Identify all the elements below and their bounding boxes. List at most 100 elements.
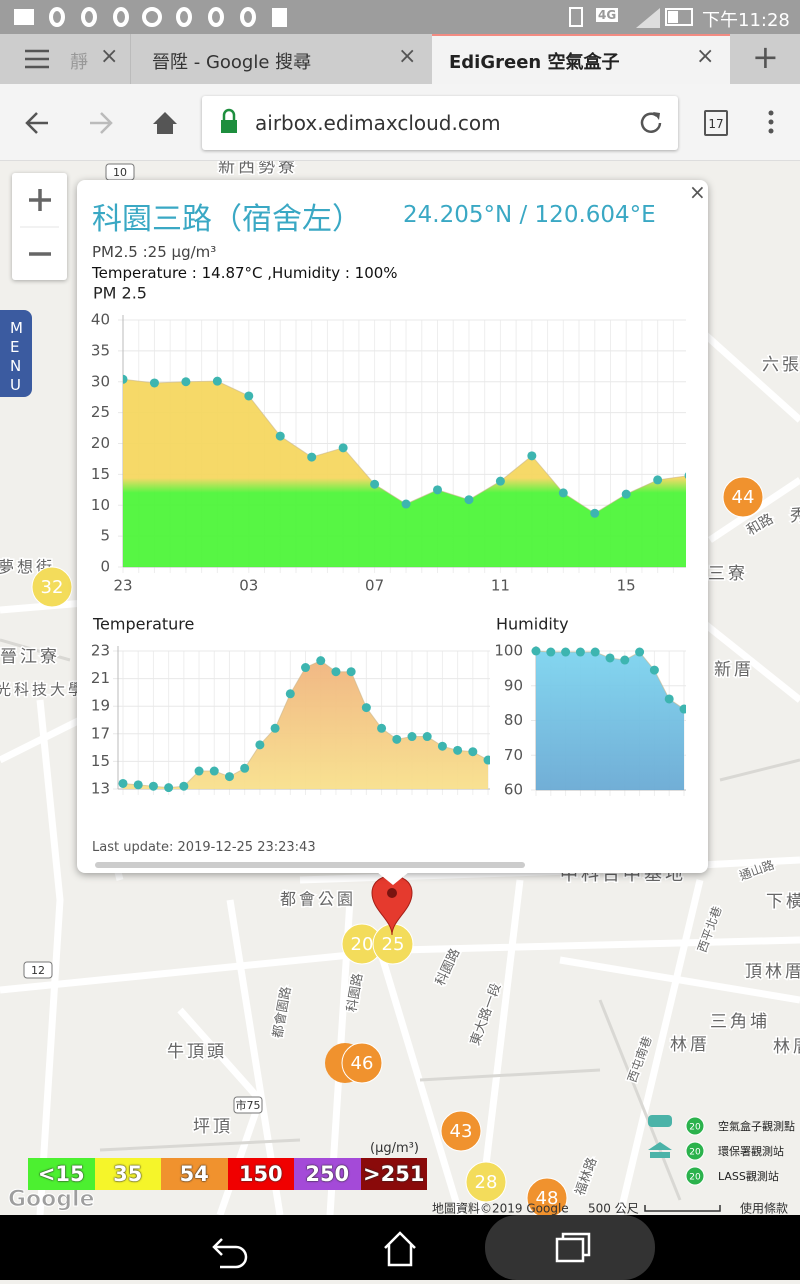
tab-count[interactable]: 17: [704, 110, 728, 136]
station-marker[interactable]: [440, 1110, 482, 1152]
map-label: 牛頂頭: [167, 1042, 227, 1062]
vibrate-icon: [569, 7, 583, 27]
marker-value: 43: [450, 1121, 473, 1142]
station-legend-label: 環保署觀測站: [718, 1144, 784, 1158]
tab-bar: 靜 × 晉陞 - Google 搜尋 × EdiGreen 空氣盒子 × +: [0, 34, 800, 84]
tab-menu-icon[interactable]: [0, 34, 60, 84]
station-marker[interactable]: [31, 566, 73, 608]
station-marker[interactable]: [465, 1161, 507, 1203]
road-badge: [233, 1096, 263, 1114]
tab-close[interactable]: ×: [696, 44, 715, 69]
map-label: 林厝: [773, 1037, 800, 1057]
road-badge-label: 10: [113, 166, 127, 179]
nav-buttons: [25, 112, 177, 134]
tab-title[interactable]: 晉陞 - Google 搜尋: [152, 52, 312, 73]
status-icons: [14, 7, 693, 28]
close-button[interactable]: ×: [689, 180, 706, 204]
tab-divider: [130, 34, 131, 84]
station-marker[interactable]: [341, 1042, 383, 1084]
info-window: 科園三路（宿舍左） 24.205°N / 120.604°E × PM2.5 :…: [77, 180, 708, 873]
scrollbar: [95, 862, 525, 868]
notify-icons: [49, 7, 256, 27]
map-label: 頂林厝: [745, 962, 800, 982]
battery-level: [668, 11, 678, 23]
map-footer: Google: [8, 1187, 95, 1212]
map-label: 都會公園: [280, 890, 356, 909]
aqi-legend: <15 35 54 150 250 >251: [28, 1158, 427, 1190]
road-badge-label: 12: [31, 964, 45, 977]
station-icon: [685, 1116, 705, 1136]
road-badge: [23, 961, 53, 979]
navigation-bar: [0, 1215, 800, 1280]
marker-value: 28: [475, 1172, 498, 1193]
station-legend-label: LASS觀測站: [718, 1169, 779, 1183]
station-icon: [685, 1141, 705, 1161]
new-tab[interactable]: +: [752, 38, 779, 76]
tab-close[interactable]: ×: [100, 44, 119, 69]
map-footer: 地圖資料©2019 Google: [432, 1202, 569, 1216]
map-label: 林厝: [670, 1035, 710, 1055]
recents-pill[interactable]: [485, 1215, 655, 1280]
scale-bar: [644, 1205, 721, 1212]
tab-title[interactable]: 靜: [70, 52, 88, 73]
station-title: 科園三路（宿舍左）: [92, 202, 362, 237]
station-icon-value: 20: [689, 1173, 701, 1183]
station-marker[interactable]: [722, 476, 764, 518]
map-label: 三角埔: [710, 1012, 770, 1032]
info-pointer: [377, 872, 409, 885]
station-legend-label: 空氣盒子觀測點: [718, 1119, 795, 1133]
legend-level: >251: [360, 1158, 427, 1190]
zoom-icons: [20, 189, 59, 256]
home-button[interactable]: [384, 1231, 416, 1267]
map-label: 光科技大學: [0, 681, 86, 699]
status-bar: 4G 下午11:28: [0, 0, 800, 34]
legend-level: 250: [294, 1158, 361, 1190]
map-label: 新西勢寮: [218, 157, 298, 177]
marker-value: 44: [732, 487, 755, 508]
recents-button[interactable]: [555, 1237, 585, 1263]
marker-value: 20: [351, 934, 374, 955]
weather-reading: Temperature : 14.87°C ,Humidity : 100%: [92, 264, 398, 282]
overflow-menu[interactable]: [760, 84, 784, 160]
map-footer: 500 公尺: [588, 1202, 639, 1216]
tab-close[interactable]: ×: [398, 44, 417, 69]
tab-title[interactable]: EdiGreen 空氣盒子: [449, 52, 620, 73]
marker-value: 48: [536, 1188, 559, 1209]
station-icon: [685, 1166, 705, 1186]
url[interactable]: airbox.edimaxcloud.com: [255, 111, 501, 135]
marker-value: 25: [382, 934, 405, 955]
menu-label[interactable]: MENU: [10, 319, 23, 394]
map-label: 晉江寮: [0, 647, 60, 667]
map-pin-dot: [387, 888, 397, 898]
network-type: 4G: [596, 8, 619, 22]
map-footer: 使用條款: [740, 1201, 788, 1216]
marker-value: 32: [41, 577, 64, 598]
station-icon-value: 20: [689, 1148, 701, 1158]
station-icon-value: 20: [689, 1123, 701, 1133]
active-tab[interactable]: [432, 34, 730, 84]
clock: 下午11:28: [702, 10, 790, 31]
url-box[interactable]: airbox.edimaxcloud.com: [202, 96, 678, 150]
marker-value: 46: [351, 1053, 374, 1074]
back-button[interactable]: [212, 1238, 248, 1269]
epa-icon: [648, 1142, 672, 1158]
epa-icon: [648, 1115, 672, 1127]
map-label: 新厝: [714, 660, 754, 680]
legend-level: 35: [94, 1158, 161, 1190]
battery-icon: [665, 8, 693, 26]
streets: [0, 638, 800, 1201]
map-label: 坪頂: [193, 1117, 233, 1137]
menu-tab[interactable]: MENU: [0, 310, 32, 397]
map-label: 秀: [790, 506, 800, 526]
map-label: 六張: [762, 355, 800, 375]
reload[interactable]: [638, 96, 668, 150]
lock-icon: [221, 108, 237, 133]
map-label: 三寮: [708, 564, 748, 584]
signal-icon: [636, 8, 660, 28]
address-bar: airbox.edimaxcloud.com 17: [0, 84, 800, 161]
legend-level: <15: [28, 1158, 95, 1190]
last-update: Last update: 2019-12-25 23:23:43: [92, 840, 316, 855]
zoom-control: [12, 173, 67, 280]
map-label: 下橫: [766, 892, 800, 912]
